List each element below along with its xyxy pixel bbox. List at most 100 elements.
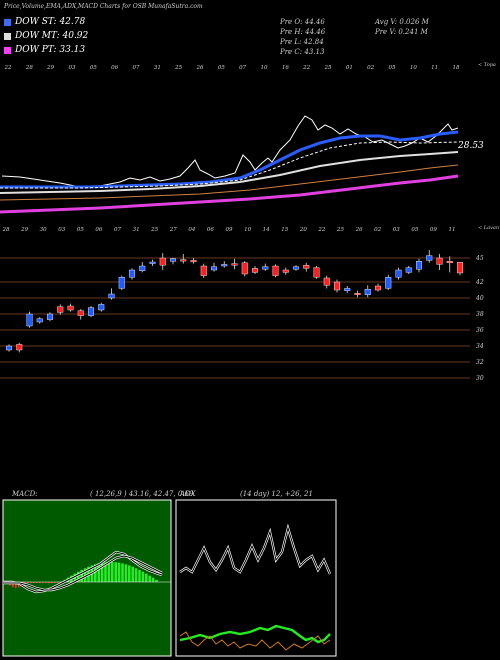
macd-histogram-bar [151, 577, 155, 582]
adx-di-line [179, 523, 332, 575]
candle-body [57, 306, 64, 313]
macd-histogram-bar [18, 582, 20, 588]
legend-dow-st: DOW ST: 42.78 [4, 17, 85, 27]
macd-histogram-bar [27, 582, 29, 583]
macd-histogram-bar [117, 562, 121, 582]
ema-date-label: 03 [69, 65, 76, 71]
candle-body [416, 261, 423, 270]
candle-date-label: 09 [226, 227, 233, 233]
macd-histogram-bar [80, 569, 83, 582]
candle-body [313, 267, 320, 278]
adx-label: ADX [180, 490, 196, 498]
macd-histogram-bar [141, 571, 145, 582]
y-tick-label: 36 [476, 327, 484, 334]
avg-volume: Avg V: 0.026 M [375, 18, 429, 26]
macd-histogram-bar [24, 582, 26, 583]
macd-histogram-bar [60, 582, 62, 583]
candle-body [241, 262, 248, 275]
ema-pt-line [0, 174, 459, 214]
candle-date-label: 04 [188, 227, 195, 233]
ema-date-label: 05 [90, 65, 97, 71]
ema-date-label: 22 [302, 65, 310, 71]
adx-frame [175, 499, 337, 657]
ema-value-label: 28.53 [458, 141, 484, 151]
macd-histogram-bar [70, 575, 73, 582]
candle-date-label: 05 [77, 227, 84, 233]
macd-histogram-bar [131, 566, 134, 582]
legend-dow-pt: DOW PT: 33.13 [4, 45, 85, 55]
macd-histogram-bar [104, 562, 107, 582]
macd-signal-line-2 [3, 554, 163, 592]
y-tick-label: 32 [476, 359, 484, 366]
prev-volume: Pre V: 0.241 M [375, 28, 428, 36]
macd-histogram-bar [63, 579, 66, 582]
ema-date-label: 18 [453, 65, 460, 71]
ema-date-label: 31 [154, 65, 161, 71]
ema-date-label: 10 [261, 65, 268, 71]
macd-histogram-bar [57, 582, 59, 583]
candle-date-label: 20 [299, 227, 307, 233]
macd-histogram-bar [45, 582, 47, 583]
candle-body [231, 263, 238, 266]
macd-histogram-bar [111, 562, 114, 582]
candle-body [98, 304, 105, 311]
ema-date-label: 05 [218, 65, 225, 71]
candle-body [190, 260, 197, 263]
ema-top-right-label: < Topa [478, 62, 496, 68]
candle-body [108, 293, 115, 299]
legend-label-pt: DOW PT: 33.13 [15, 45, 86, 55]
ema-date-label: 25 [174, 65, 182, 71]
candle-body [77, 310, 84, 316]
macd-histogram-bar [155, 579, 158, 582]
candle-body [395, 269, 402, 278]
macd-histogram-bar [54, 582, 56, 583]
macd-histogram-bar [73, 573, 77, 582]
macd-histogram-bar [128, 565, 131, 582]
candle-body [149, 261, 156, 264]
candle-date-label: 06 [207, 227, 214, 233]
candle-body [139, 265, 146, 272]
candle-body [26, 313, 33, 327]
ema-date-label: 07 [133, 65, 140, 71]
macd-histogram-bar [94, 564, 97, 582]
candle-date-label: 22 [317, 227, 325, 233]
candle-body [5, 345, 12, 351]
macd-histogram-bar [36, 582, 38, 583]
candle-top-right-label: < Lavan [478, 225, 500, 231]
candle-date-label: 25 [336, 227, 344, 233]
candle-body [180, 259, 187, 262]
candle-date-label: 03 [393, 227, 400, 233]
candle-date-label: 27 [169, 227, 177, 233]
candle-body [159, 257, 166, 266]
candle-body [262, 266, 269, 270]
macd-histogram-bar [9, 582, 11, 586]
candle-body [87, 307, 94, 316]
ema-date-label: 01 [346, 65, 353, 71]
candle-body [16, 344, 23, 351]
macd-signal-line-2-core [3, 555, 163, 591]
candle-date-label: 03 [58, 227, 65, 233]
macd-histogram-bar [100, 562, 104, 582]
candle-body [385, 277, 392, 289]
candle-body [251, 268, 258, 273]
candle-body [457, 262, 464, 274]
candle-body [118, 277, 125, 289]
ema-st-line [0, 130, 459, 189]
candle-body [364, 289, 371, 296]
candle-body [323, 277, 330, 286]
candle-body [282, 269, 289, 273]
macd-histogram-bar [39, 582, 41, 583]
candle-body [426, 255, 433, 261]
candle-date-label: 02 [374, 227, 381, 233]
candle-body [272, 265, 279, 276]
macd-histogram-bar [33, 582, 35, 583]
candle-body [128, 269, 135, 278]
ema-mt-line [0, 151, 459, 194]
macd-histogram-bar [42, 582, 44, 583]
ema-date-label: 10 [410, 65, 417, 71]
macd-histogram-bar [21, 582, 23, 586]
candle-date-label: 28 [2, 227, 10, 233]
macd-histogram-bar [124, 564, 128, 582]
macd-line [3, 550, 163, 594]
candle-date-label: 11 [449, 227, 456, 233]
